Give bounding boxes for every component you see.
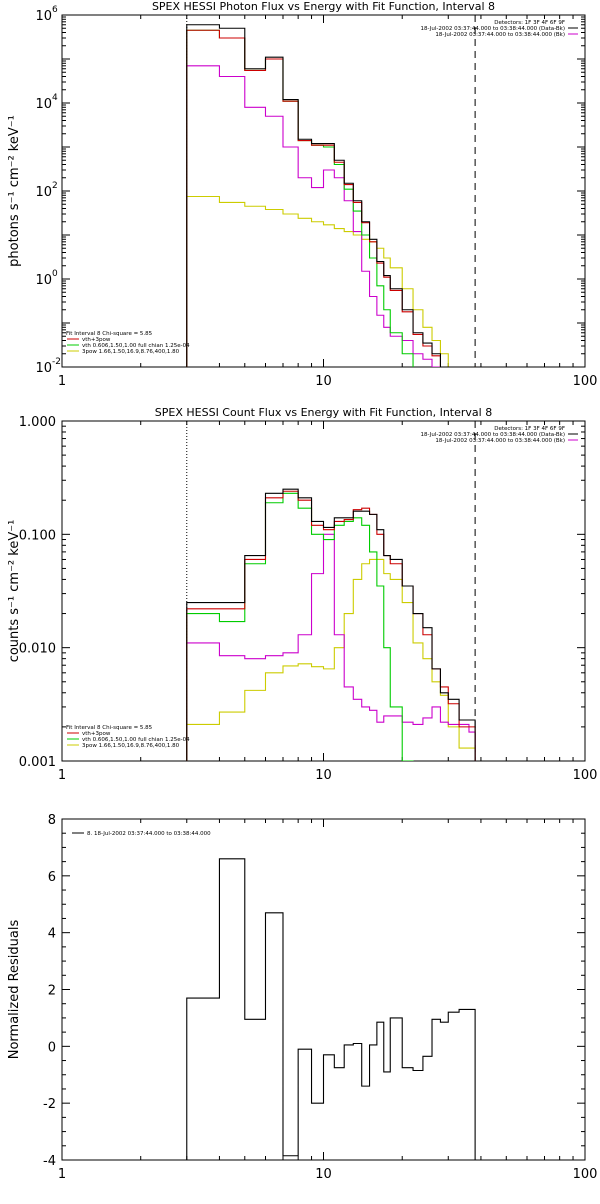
y-tick-label: 10 [35, 361, 52, 376]
y-tick-label: 0.001 [19, 755, 56, 770]
x-axis-ticks [61, 421, 574, 761]
y-tick-label: 6 [48, 870, 56, 885]
legend-bottomleft-line: vth+3pow [82, 731, 111, 737]
series-vth [186, 492, 414, 761]
axes-frame [61, 818, 586, 1161]
series-pow [186, 558, 476, 761]
legend-bottomleft-line: vth+3pow [82, 337, 111, 343]
legend-topright-line: Detectors: 1F 3F 4F 6F 9F [494, 20, 565, 26]
legend-bottomleft-line: vth 0.606,1.50,1.00 full chian 1.25e-04 [82, 737, 190, 743]
legend-topright-line: 18-Jul-2002 03:37:44.000 to 03:38:44.000… [421, 432, 566, 438]
series-data [186, 24, 476, 367]
x-tick-label: 10 [315, 374, 332, 389]
y-tick-label: 8 [48, 813, 56, 828]
x-tick-label: 10 [315, 1167, 332, 1182]
legend-bottomleft-line: Fit Interval 8 Chi-square = 5.85 [66, 331, 153, 337]
chart-panel-2: SPEX HESSI Count Flux vs Energy with Fit… [7, 406, 598, 783]
chart-panel-1: SPEX HESSI Photon Flux vs Energy with Fi… [7, 0, 598, 389]
y-tick-label: 10 [35, 9, 52, 24]
x-tick-label: 100 [573, 768, 598, 783]
legend-bottomleft-line: 3pow 1.66,1.50,16.9,8.76,400,1.80 [82, 349, 180, 355]
series-bk [186, 533, 476, 761]
series-bk [186, 65, 449, 367]
y-axis-ticks [62, 425, 585, 762]
x-axis-ticks [61, 15, 574, 367]
y-tick-label: -2 [43, 1097, 56, 1112]
legend-topright-line: Detectors: 1F 3F 4F 6F 9F [494, 426, 565, 432]
legend-topleft-line: 8. 18-Jul-2002 03:37:44.000 to 03:38:44.… [87, 831, 211, 837]
y-tick-exponent: 4 [52, 93, 58, 103]
y-tick-label: 0.100 [19, 528, 56, 543]
y-axis-ticks [62, 16, 585, 368]
y-tick-label: 1.000 [19, 415, 56, 430]
x-tick-label: 1 [58, 374, 66, 389]
x-tick-label: 1 [58, 1167, 66, 1182]
legend-bottomleft-line: 3pow 1.66,1.50,16.9,8.76,400,1.80 [82, 743, 180, 749]
legend-topright-line: 18-Jul-2002 03:37:44.000 to 03:38:44.000… [421, 26, 566, 32]
axes-frame [61, 420, 586, 762]
y-tick-label: 10 [35, 273, 52, 288]
legend-topright-line: 18-Jul-2002 03:37:44.000 to 03:38:44.000… [435, 32, 565, 38]
y-tick-exponent: -2 [52, 357, 61, 367]
y-axis-label: counts s⁻¹ cm⁻² keV⁻¹ [7, 520, 22, 663]
x-tick-label: 10 [315, 768, 332, 783]
y-tick-label: 10 [35, 97, 52, 112]
legend-bottomleft-line: vth 0.606,1.50,1.00 full chian 1.25e-04 [82, 343, 190, 349]
x-tick-label: 100 [573, 374, 598, 389]
legend-topright-line: 18-Jul-2002 03:37:44.000 to 03:38:44.000… [435, 438, 565, 444]
chart-title: SPEX HESSI Count Flux vs Energy with Fit… [155, 406, 492, 419]
y-tick-label: 10 [35, 185, 52, 200]
series-pow [186, 195, 476, 367]
y-tick-label: 4 [48, 927, 56, 942]
y-tick-label: 0.010 [19, 642, 56, 657]
axes-frame [61, 14, 586, 368]
chart-panel-3: 1 10 100 -4 -2 0 2 4 6 8 Normalized Residuals 8. 18… [7, 813, 598, 1182]
x-tick-label: 1 [58, 768, 66, 783]
y-tick-label: 0 [48, 1040, 56, 1055]
y-axis-label: photons s⁻¹ cm⁻² keV⁻¹ [7, 115, 22, 267]
series-data [186, 488, 476, 761]
y-tick-label: -4 [43, 1154, 56, 1169]
chart-title: SPEX HESSI Photon Flux vs Energy with Fi… [152, 0, 495, 13]
y-tick-exponent: 2 [52, 181, 58, 191]
legend-bottomleft-line: Fit Interval 8 Chi-square = 5.85 [66, 725, 153, 731]
y-tick-exponent: 6 [52, 5, 58, 15]
x-axis-ticks [61, 819, 574, 1160]
series-data [186, 858, 476, 1160]
y-tick-label: 2 [48, 984, 56, 999]
x-tick-label: 100 [573, 1167, 598, 1182]
y-tick-exponent: 0 [52, 269, 58, 279]
y-axis-label: Normalized Residuals [7, 920, 22, 1060]
y-axis-ticks [62, 818, 585, 1161]
